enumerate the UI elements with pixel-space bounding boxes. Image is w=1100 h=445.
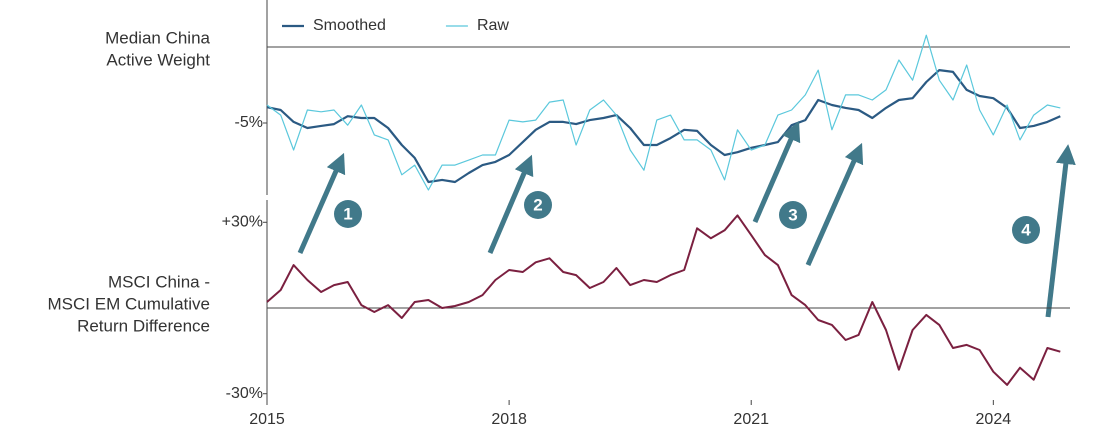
annotation-label: 3 bbox=[788, 205, 797, 224]
annotation-arrow bbox=[752, 120, 801, 223]
annotation-badge bbox=[334, 200, 362, 228]
x-tick-label: 2018 bbox=[491, 411, 527, 428]
annotation: 1 bbox=[334, 200, 362, 228]
annotation-badge bbox=[524, 191, 552, 219]
legend-label: Smoothed bbox=[313, 17, 386, 34]
annotation-arrow bbox=[297, 152, 346, 255]
annotation-arrow bbox=[805, 142, 864, 267]
annotation-label: 2 bbox=[533, 195, 542, 214]
y-axis-label: MSCI EM Cumulative bbox=[48, 294, 210, 313]
legend-label: Raw bbox=[477, 17, 509, 34]
x-tick-label: 2021 bbox=[733, 411, 769, 428]
annotation: 4 bbox=[1012, 216, 1040, 244]
y-axis-label: Return Difference bbox=[77, 316, 210, 335]
annotation-badge bbox=[1012, 216, 1040, 244]
annotation-arrow bbox=[1045, 144, 1076, 318]
y-axis-label: Active Weight bbox=[106, 50, 210, 69]
annotation-badge bbox=[779, 201, 807, 229]
annotation-label: 1 bbox=[343, 204, 352, 223]
series-line bbox=[266, 69, 1061, 184]
series-line bbox=[266, 214, 1061, 386]
x-tick-label: 2024 bbox=[976, 411, 1012, 428]
annotation: 2 bbox=[524, 191, 552, 219]
annotation: 3 bbox=[779, 201, 807, 229]
y-axis-label: MSCI China - bbox=[108, 272, 210, 291]
y-tick-label: -30% bbox=[226, 385, 263, 402]
annotation-arrow bbox=[487, 154, 534, 254]
x-tick-label: 2015 bbox=[249, 411, 285, 428]
y-axis-label: Median China bbox=[105, 28, 210, 47]
annotation-label: 4 bbox=[1021, 220, 1031, 239]
y-tick-label: +30% bbox=[222, 214, 263, 231]
series-line bbox=[266, 34, 1061, 191]
y-tick-label: -5% bbox=[235, 114, 263, 131]
